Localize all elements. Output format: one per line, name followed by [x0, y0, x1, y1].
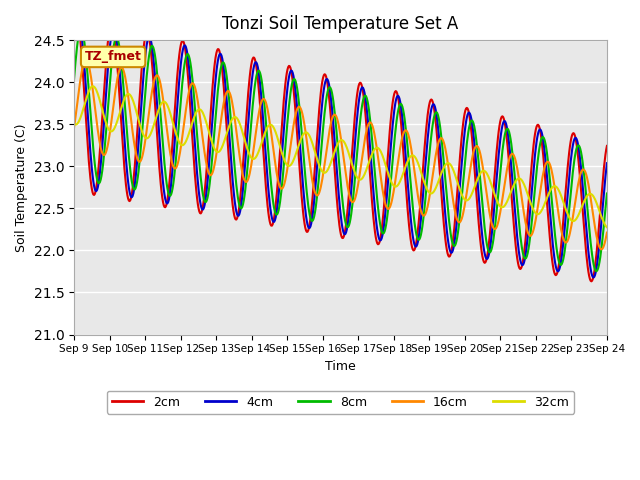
2cm: [218, 60, 225, 66]
16cm: [189, 81, 197, 86]
16cm: [218, 114, 225, 120]
32cm: [70, 120, 78, 126]
16cm: [422, 211, 429, 217]
4cm: [603, 160, 611, 166]
16cm: [603, 230, 611, 236]
8cm: [81, 39, 88, 45]
32cm: [80, 105, 88, 110]
16cm: [82, 57, 90, 62]
4cm: [136, 131, 143, 136]
2cm: [81, 93, 88, 99]
8cm: [77, 26, 84, 32]
8cm: [593, 268, 600, 274]
4cm: [589, 275, 597, 280]
8cm: [136, 162, 143, 168]
8cm: [70, 76, 78, 82]
2cm: [422, 135, 429, 141]
Line: 4cm: 4cm: [74, 20, 607, 277]
16cm: [597, 246, 605, 252]
Line: 8cm: 8cm: [74, 29, 607, 271]
2cm: [406, 229, 413, 235]
8cm: [422, 197, 429, 203]
4cm: [189, 120, 197, 125]
8cm: [603, 191, 611, 196]
16cm: [136, 159, 143, 165]
2cm: [603, 143, 611, 149]
Title: Tonzi Soil Temperature Set A: Tonzi Soil Temperature Set A: [222, 15, 459, 33]
2cm: [588, 278, 595, 284]
Y-axis label: Soil Temperature (C): Soil Temperature (C): [15, 123, 28, 252]
4cm: [218, 53, 225, 59]
8cm: [218, 62, 225, 68]
32cm: [89, 84, 97, 89]
Line: 16cm: 16cm: [74, 60, 607, 249]
32cm: [218, 145, 225, 151]
Text: TZ_fmet: TZ_fmet: [84, 50, 141, 63]
2cm: [72, 12, 80, 18]
Legend: 2cm, 4cm, 8cm, 16cm, 32cm: 2cm, 4cm, 8cm, 16cm, 32cm: [107, 391, 574, 414]
16cm: [70, 125, 78, 131]
4cm: [406, 205, 413, 211]
2cm: [189, 151, 197, 156]
16cm: [80, 60, 88, 66]
32cm: [136, 120, 143, 125]
32cm: [603, 224, 611, 230]
2cm: [70, 18, 78, 24]
4cm: [75, 17, 83, 23]
4cm: [422, 163, 429, 169]
4cm: [81, 63, 88, 69]
Line: 32cm: 32cm: [74, 86, 607, 227]
8cm: [406, 170, 413, 176]
32cm: [422, 182, 429, 188]
16cm: [406, 138, 413, 144]
2cm: [136, 99, 143, 105]
Line: 2cm: 2cm: [74, 15, 607, 281]
32cm: [189, 117, 197, 122]
32cm: [406, 155, 413, 160]
X-axis label: Time: Time: [325, 360, 356, 373]
4cm: [70, 39, 78, 45]
8cm: [189, 86, 197, 92]
